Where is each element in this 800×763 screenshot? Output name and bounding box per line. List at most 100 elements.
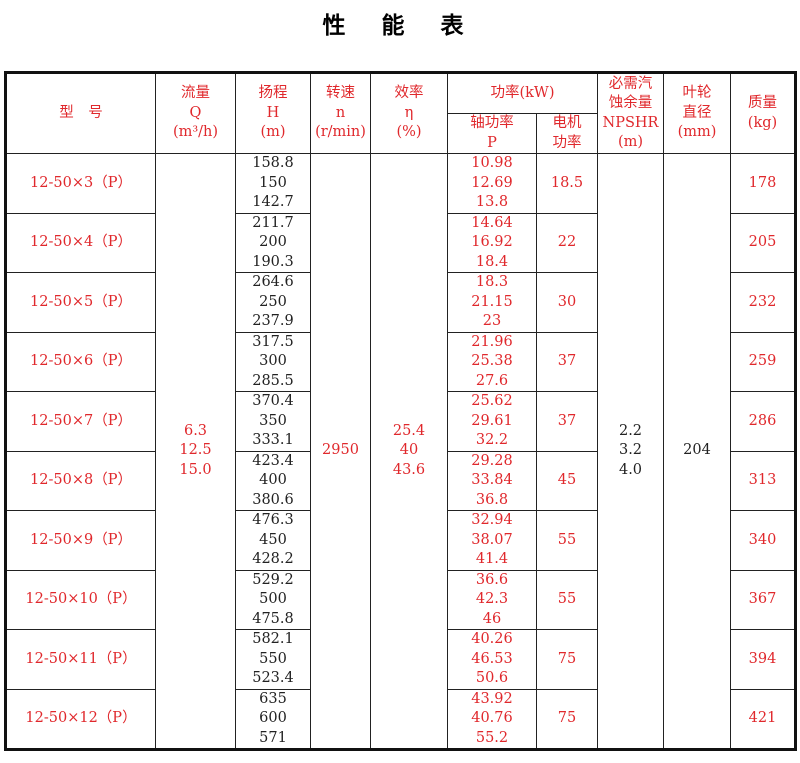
model-cell: 12-50×8（P） bbox=[5, 450, 156, 511]
cell-line: 158.8 bbox=[252, 155, 294, 171]
motor-power-cell: 45 bbox=[536, 450, 598, 511]
cell-line: 29.61 bbox=[471, 412, 513, 429]
mass-cell: 367 bbox=[730, 569, 796, 630]
cell-line: 529.2 bbox=[252, 571, 294, 588]
head-cell: 370.4 350 333.1 bbox=[235, 391, 311, 452]
cell-line: 10.98 bbox=[471, 155, 513, 171]
cell-line: 550 bbox=[259, 650, 287, 667]
performance-table: 型 号 流量 Q (m³/h) 扬程 H (m) 转速 n (r/min) 效率 η (%) 功… bbox=[4, 71, 797, 751]
header-npshr: 必需汽 蚀余量 NPSHR (m) bbox=[597, 72, 664, 154]
header-head: 扬程 H (m) bbox=[235, 72, 311, 154]
table-row: 12-50×10（P） 529.2 500 475.8 36.6 42.3 46 55 367 bbox=[5, 569, 796, 630]
cell-line: 电机 bbox=[552, 115, 582, 131]
table-row: 12-50×12（P） 635 600 571 43.92 40.76 55.2 75 421 bbox=[5, 688, 796, 750]
cell-line: 扬程 bbox=[258, 85, 288, 102]
cell-line: 15.0 bbox=[179, 461, 212, 478]
mass-cell: 259 bbox=[730, 331, 796, 392]
cell-line: 21.15 bbox=[471, 293, 513, 310]
cell-line: 25.4 bbox=[392, 422, 426, 439]
head-cell: 158.8 150 142.7 bbox=[235, 153, 311, 214]
table-row: 12-50×9（P） 476.3 450 428.2 32.94 38.07 41.4 55 3… bbox=[5, 510, 796, 571]
table-row: 12-50×7（P） 370.4 350 333.1 25.62 29.61 32.2 37 2… bbox=[5, 391, 796, 452]
cell-line: 40.76 bbox=[471, 710, 513, 726]
model-cell: 12-50×12（P） bbox=[5, 688, 156, 750]
cell-line: 43.6 bbox=[392, 461, 426, 478]
cell-line: H bbox=[266, 104, 280, 121]
npshr-cell: 2.2 3.2 4.0 bbox=[597, 153, 664, 750]
mass-cell: 286 bbox=[730, 391, 796, 452]
cell-line: 21.96 bbox=[471, 333, 513, 350]
cell-line: 46.53 bbox=[471, 650, 513, 667]
cell-line: 142.7 bbox=[252, 194, 294, 210]
cell-line: 190.3 bbox=[252, 253, 294, 270]
cell-line: 42.3 bbox=[475, 591, 509, 607]
cell-line: 400 bbox=[259, 472, 287, 488]
cell-line: (mm) bbox=[677, 124, 717, 141]
head-cell: 635 600 571 bbox=[235, 688, 311, 750]
cell-line: 370.4 bbox=[252, 393, 294, 409]
cell-line: 200 bbox=[259, 234, 287, 250]
cell-line: 428.2 bbox=[252, 551, 294, 567]
shaft-power-cell: 10.98 12.69 13.8 bbox=[447, 153, 537, 214]
cell-line: 转速 bbox=[326, 85, 355, 102]
cell-line: 36.8 bbox=[475, 491, 509, 508]
table-row: 12-50×3（P） 6.3 12.5 15.0 158.8 150 142.7 2950 25… bbox=[5, 153, 796, 750]
shaft-power-cell: 21.96 25.38 27.6 bbox=[447, 331, 537, 392]
model-cell: 12-50×7（P） bbox=[5, 391, 156, 452]
cell-line: 50.6 bbox=[475, 670, 509, 686]
cell-line: 450 bbox=[259, 531, 287, 548]
cell-line: 6.3 bbox=[183, 422, 208, 439]
model-cell: 12-50×10（P） bbox=[5, 569, 156, 630]
cell-line: 523.4 bbox=[252, 670, 294, 686]
cell-line: (%) bbox=[396, 124, 422, 141]
cell-line: 350 bbox=[259, 412, 287, 429]
cell-line: 300 bbox=[259, 353, 287, 369]
cell-line: NPSHR bbox=[602, 114, 659, 131]
mass-cell: 232 bbox=[730, 272, 796, 333]
cell-line: 12.5 bbox=[179, 442, 212, 459]
cell-line: (r/min) bbox=[315, 124, 366, 141]
cell-line: Q bbox=[189, 104, 202, 121]
cell-line: 13.8 bbox=[475, 194, 509, 210]
head-cell: 211.7 200 190.3 bbox=[235, 212, 311, 273]
table-row: 12-50×5（P） 264.6 250 237.9 18.3 21.15 23 30 232 bbox=[5, 272, 796, 333]
head-cell: 476.3 450 428.2 bbox=[235, 510, 311, 571]
speed-cell: 2950 bbox=[310, 153, 371, 750]
cell-line: 23 bbox=[482, 313, 502, 329]
cell-line: (kg) bbox=[747, 114, 778, 131]
cell-line: 571 bbox=[259, 729, 287, 746]
cell-line: 40.26 bbox=[471, 631, 513, 647]
motor-power-cell: 55 bbox=[536, 510, 598, 571]
cell-line: 直径 bbox=[682, 104, 712, 121]
header-speed: 转速 n (r/min) bbox=[310, 72, 371, 154]
cell-line: 43.92 bbox=[471, 690, 513, 707]
mass-cell: 178 bbox=[730, 153, 796, 214]
model-cell: 12-50×3（P） bbox=[5, 153, 156, 214]
cell-line: 2.2 bbox=[618, 422, 643, 439]
cell-line: 轴功率 bbox=[470, 115, 514, 131]
efficiency-cell: 25.4 40 43.6 bbox=[370, 153, 448, 750]
shaft-power-cell: 36.6 42.3 46 bbox=[447, 569, 537, 630]
motor-power-cell: 75 bbox=[536, 629, 598, 690]
table-row: 12-50×6（P） 317.5 300 285.5 21.96 25.38 27.6 37 2… bbox=[5, 331, 796, 392]
head-cell: 264.6 250 237.9 bbox=[235, 272, 311, 333]
motor-power-cell: 37 bbox=[536, 391, 598, 452]
cell-line: 3.2 bbox=[618, 442, 643, 459]
cell-line: 285.5 bbox=[252, 372, 294, 389]
table-row: 12-50×8（P） 423.4 400 380.6 29.28 33.84 36.8 45 3… bbox=[5, 450, 796, 511]
cell-line: (m) bbox=[260, 124, 286, 141]
cell-line: η bbox=[404, 104, 414, 121]
cell-line: 功率 bbox=[552, 134, 582, 151]
impeller-cell: 204 bbox=[663, 153, 731, 750]
model-cell: 12-50×9（P） bbox=[5, 510, 156, 571]
cell-line: 40 bbox=[399, 442, 419, 459]
shaft-power-cell: 18.3 21.15 23 bbox=[447, 272, 537, 333]
cell-line: 32.94 bbox=[471, 512, 513, 528]
cell-line: 效率 bbox=[394, 85, 424, 102]
cell-line: 476.3 bbox=[252, 512, 294, 528]
cell-line: 237.9 bbox=[252, 313, 294, 329]
cell-line: 27.6 bbox=[475, 372, 509, 389]
cell-line: 质量 bbox=[748, 95, 777, 111]
cell-line: 46 bbox=[482, 610, 502, 627]
cell-line: 16.92 bbox=[471, 234, 513, 250]
